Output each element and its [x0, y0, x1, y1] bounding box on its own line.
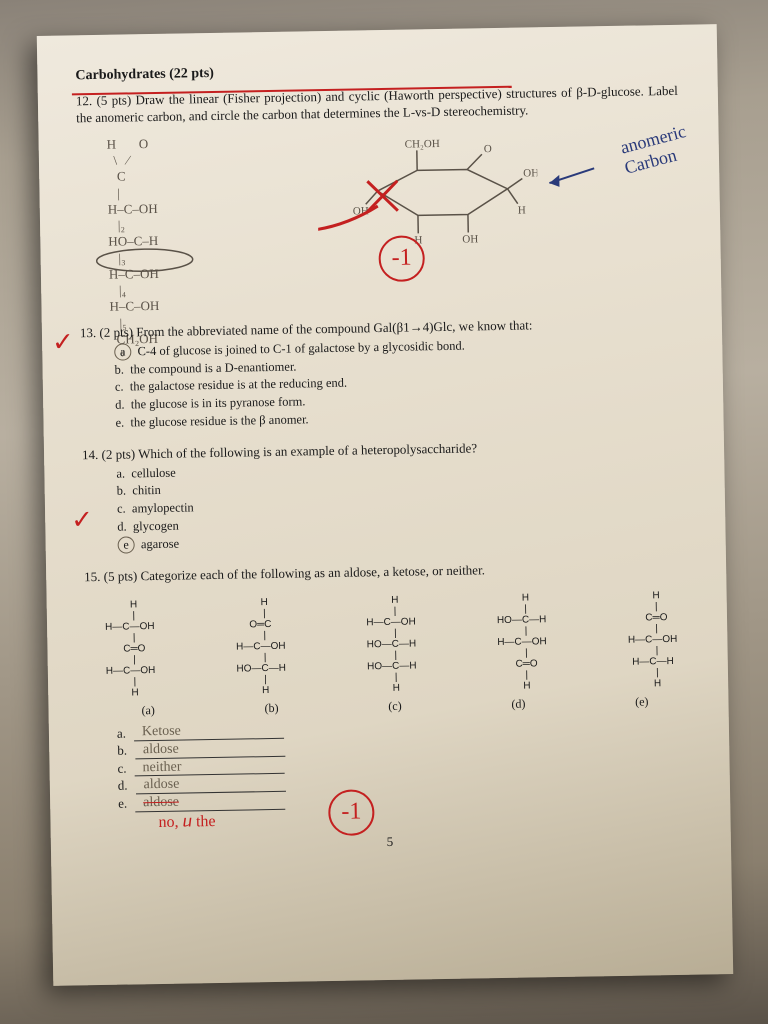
haworth-structure: CH₂OH O OH H OH H OH: [317, 133, 539, 277]
q15-answers: a.Ketose b.aldose c.neither d.aldose e.a…: [117, 715, 691, 834]
ch2oh-label: CH₂OH: [405, 138, 440, 151]
mol-b: H | O═C | H—C—OH | HO—C—H | H: [235, 596, 286, 696]
q14-options: a. cellulose b. chitin c. amylopectin d.…: [116, 455, 685, 553]
ans-a: Ketose: [142, 723, 181, 743]
ans-c: neither: [142, 758, 181, 778]
question-12: 12. (5 pts) Draw the linear (Fisher proj…: [76, 82, 679, 128]
ans-d: aldose: [143, 776, 179, 796]
q14-check: ✓: [71, 502, 93, 537]
svg-text:OH: OH: [462, 233, 478, 245]
mol-e: H | C═O | H—C—OH | H—C—H | H: [627, 590, 678, 690]
q15-number: 15. (5 pts): [84, 568, 137, 584]
ans-b: aldose: [143, 741, 179, 761]
mol-c: H | H—C—OH | HO—C—H | HO—C—H | H: [366, 594, 417, 694]
ld-circle: [94, 247, 194, 273]
q14-choice-e: e: [118, 536, 135, 553]
q13-check: ✓: [52, 324, 74, 359]
q14-text: Which of the following is an example of …: [138, 440, 477, 461]
blue-arrow: [539, 160, 600, 191]
molecule-row: H | H—C—OH | C═O | H—C—OH | H H | O═C | …: [105, 590, 679, 699]
q13-number: 13. (2 pts): [80, 324, 133, 340]
svg-text:H: H: [518, 204, 526, 216]
molecule-labels: (a) (b) (c) (d) (e): [141, 693, 648, 718]
question-13: ✓ 13. (2 pts) From the abbreviated name …: [80, 314, 684, 433]
q12-diagram-area: H O \ ∕ C | H–C–OH |₂ HO–C–H |₃ H–C–OH |…: [97, 131, 682, 306]
mol-a: H | H—C—OH | C═O | H—C—OH | H: [105, 599, 156, 699]
svg-text:O: O: [484, 143, 492, 155]
q15-text: Categorize each of the following as an a…: [140, 562, 485, 583]
section-header: Carbohydrates (22 pts): [75, 57, 677, 86]
q13-options: a C-4 of glucose is joined to C-1 of gal…: [114, 333, 683, 431]
q13-choice-a: a: [114, 343, 131, 360]
worksheet-page: Carbohydrates (22 pts) 12. (5 pts) Draw …: [37, 24, 733, 986]
question-14: ✓ 14. (2 pts) Which of the following is …: [82, 436, 686, 555]
ans-e: aldose: [143, 793, 179, 813]
svg-text:OH: OH: [523, 167, 539, 179]
mol-d: H | HO—C—H | H—C—OH | C═O | H: [496, 592, 547, 692]
question-15: 15. (5 pts) Categorize each of the follo…: [84, 558, 686, 586]
q14-number: 14. (2 pts): [82, 446, 135, 462]
